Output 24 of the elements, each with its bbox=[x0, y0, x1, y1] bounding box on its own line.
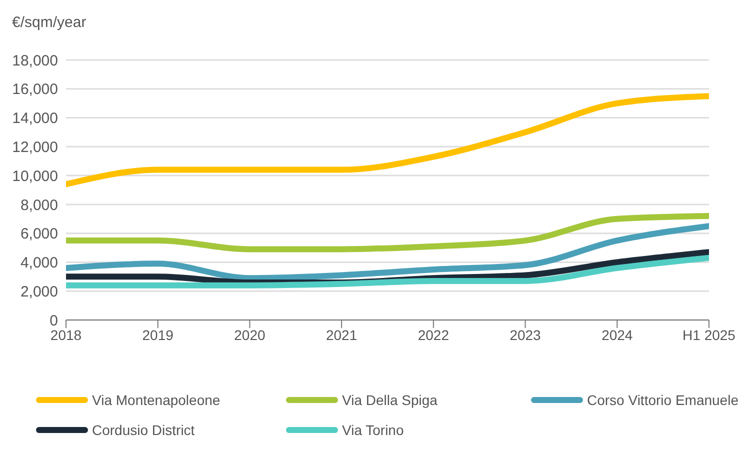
y-tick-label: 10,000 bbox=[12, 168, 58, 185]
y-tick-label: 8,000 bbox=[20, 196, 58, 214]
x-tick-label: 2021 bbox=[326, 326, 358, 343]
legend-label: Via Della Spiga bbox=[342, 392, 438, 408]
y-tick-label: 4,000 bbox=[20, 254, 58, 272]
y-tick-label: 16,000 bbox=[12, 81, 58, 98]
x-tick-label: 2024 bbox=[602, 326, 633, 343]
y-tick-label: 2,000 bbox=[20, 283, 58, 300]
x-tick-label: 2018 bbox=[50, 326, 82, 343]
y-axis-title: €/sqm/year bbox=[12, 14, 86, 31]
legend-label: Via Torino bbox=[342, 422, 404, 438]
y-tick-label: 0 bbox=[50, 312, 58, 330]
y-tick-label: 18,000 bbox=[12, 52, 58, 70]
legend-label: Via Montenapoleone bbox=[92, 392, 220, 408]
legend-label: Cordusio District bbox=[92, 422, 195, 438]
x-tick-label: 2023 bbox=[510, 326, 542, 343]
y-tick-label: 14,000 bbox=[12, 110, 58, 128]
x-tick-label: 2022 bbox=[418, 326, 450, 343]
x-tick-label: H1 2025 bbox=[682, 326, 736, 343]
y-tick-label: 6,000 bbox=[20, 226, 58, 243]
y-tick-label: 12,000 bbox=[12, 138, 58, 156]
x-tick-label: 2019 bbox=[142, 326, 174, 343]
x-tick-label: 2020 bbox=[234, 326, 266, 343]
legend-label: Corso Vittorio Emanuele bbox=[587, 392, 738, 408]
